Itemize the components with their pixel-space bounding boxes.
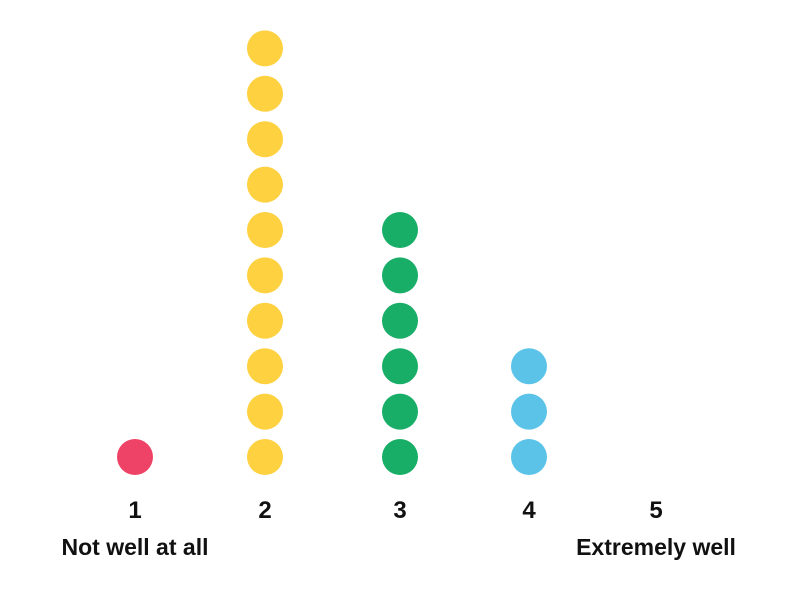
dot-rating-4-1 [511, 439, 547, 475]
dot-rating-2-10 [247, 30, 283, 67]
dot-rating-3-2 [382, 393, 418, 430]
x-tick-label-3: 3 [393, 497, 406, 524]
dot-rating-2-1 [247, 439, 283, 475]
dot-rating-2-2 [247, 393, 283, 430]
x-tick-label-1: 1 [128, 497, 141, 524]
dot-rating-2-3 [247, 348, 283, 385]
scale-anchor-high-label: Extremely well [576, 534, 736, 560]
dot-rating-2-9 [247, 75, 283, 112]
dot-rating-1-1 [117, 439, 153, 475]
dot-rating-4-3 [511, 348, 547, 385]
dot-rating-3-4 [382, 302, 418, 339]
dots-layer [117, 30, 547, 475]
scale-anchor-low-label: Not well at all [62, 534, 209, 560]
dot-rating-3-3 [382, 348, 418, 385]
dot-rating-2-4 [247, 302, 283, 339]
dot-rating-3-1 [382, 439, 418, 475]
x-tick-label-2: 2 [258, 497, 271, 524]
x-tick-label-4: 4 [522, 497, 536, 524]
dot-rating-4-2 [511, 393, 547, 430]
dot-rating-2-8 [247, 121, 283, 158]
dot-rating-2-7 [247, 166, 283, 203]
dot-rating-2-6 [247, 212, 283, 248]
dot-rating-3-6 [382, 212, 418, 248]
x-tick-labels: 1 2 3 4 5 [128, 497, 662, 524]
dot-rating-3-5 [382, 257, 418, 294]
x-tick-label-5: 5 [649, 497, 662, 524]
dot-rating-2-5 [247, 257, 283, 294]
